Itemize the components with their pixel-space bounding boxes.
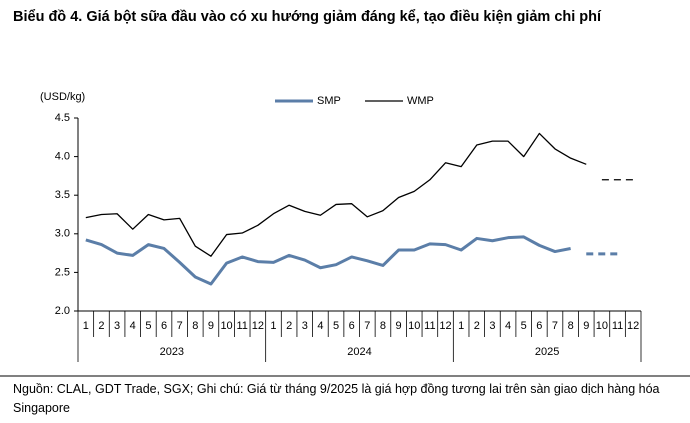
x-tick-label: 4 <box>505 320 511 332</box>
series-line <box>85 235 571 286</box>
x-tick-label: 10 <box>596 320 608 332</box>
y-tick-label: 2.5 <box>55 266 70 278</box>
y-tick-label: 3.5 <box>55 189 70 201</box>
x-tick-label: 3 <box>114 320 120 332</box>
x-tick-label: 12 <box>252 320 264 332</box>
legend-label: WMP <box>407 95 434 107</box>
x-tick-label: 6 <box>536 320 542 332</box>
x-tick-label: 1 <box>270 320 276 332</box>
x-tick-label: 12 <box>439 320 451 332</box>
chart-title: Biểu đồ 4. Giá bột sữa đầu vào có xu hướ… <box>13 9 602 25</box>
x-tick-label: 9 <box>396 320 402 332</box>
x-tick-label: 5 <box>333 320 339 332</box>
x-tick-label: 8 <box>568 320 574 332</box>
x-tick-label: 3 <box>302 320 308 332</box>
x-group-label: 2025 <box>535 346 559 358</box>
y-tick-label: 4.0 <box>55 151 70 163</box>
x-tick-label: 1 <box>458 320 464 332</box>
x-tick-label: 1 <box>83 320 89 332</box>
x-tick-label: 7 <box>364 320 370 332</box>
x-tick-label: 10 <box>408 320 420 332</box>
x-group-label: 2024 <box>347 346 371 358</box>
x-tick-label: 5 <box>145 320 151 332</box>
x-tick-label: 10 <box>220 320 232 332</box>
y-axis-label: (USD/kg) <box>40 91 85 103</box>
x-tick-label: 4 <box>317 320 323 332</box>
x-tick-label: 4 <box>130 320 136 332</box>
y-tick-label: 4.5 <box>55 112 70 124</box>
y-tick-label: 3.0 <box>55 228 70 240</box>
x-tick-label: 9 <box>583 320 589 332</box>
source-note: Nguồn: CLAL, GDT Trade, SGX; Ghi chú: Gi… <box>13 382 660 415</box>
x-tick-label: 6 <box>161 320 167 332</box>
x-tick-label: 11 <box>424 320 435 332</box>
x-tick-label: 7 <box>552 320 558 332</box>
x-tick-label: 8 <box>192 320 198 332</box>
y-tick-label: 2.0 <box>55 305 70 317</box>
x-tick-label: 11 <box>612 320 623 332</box>
x-tick-label: 12 <box>627 320 639 332</box>
x-group-label: 2023 <box>160 346 184 358</box>
x-tick-label: 5 <box>521 320 527 332</box>
x-tick-label: 8 <box>380 320 386 332</box>
x-tick-label: 2 <box>286 320 292 332</box>
x-tick-label: 11 <box>236 320 247 332</box>
x-tick-label: 2 <box>98 320 104 332</box>
series-line <box>85 132 587 257</box>
x-tick-label: 3 <box>489 320 495 332</box>
legend-label: SMP <box>317 95 341 107</box>
x-tick-label: 6 <box>349 320 355 332</box>
x-tick-label: 7 <box>177 320 183 332</box>
x-tick-label: 2 <box>474 320 480 332</box>
x-tick-label: 9 <box>208 320 214 332</box>
